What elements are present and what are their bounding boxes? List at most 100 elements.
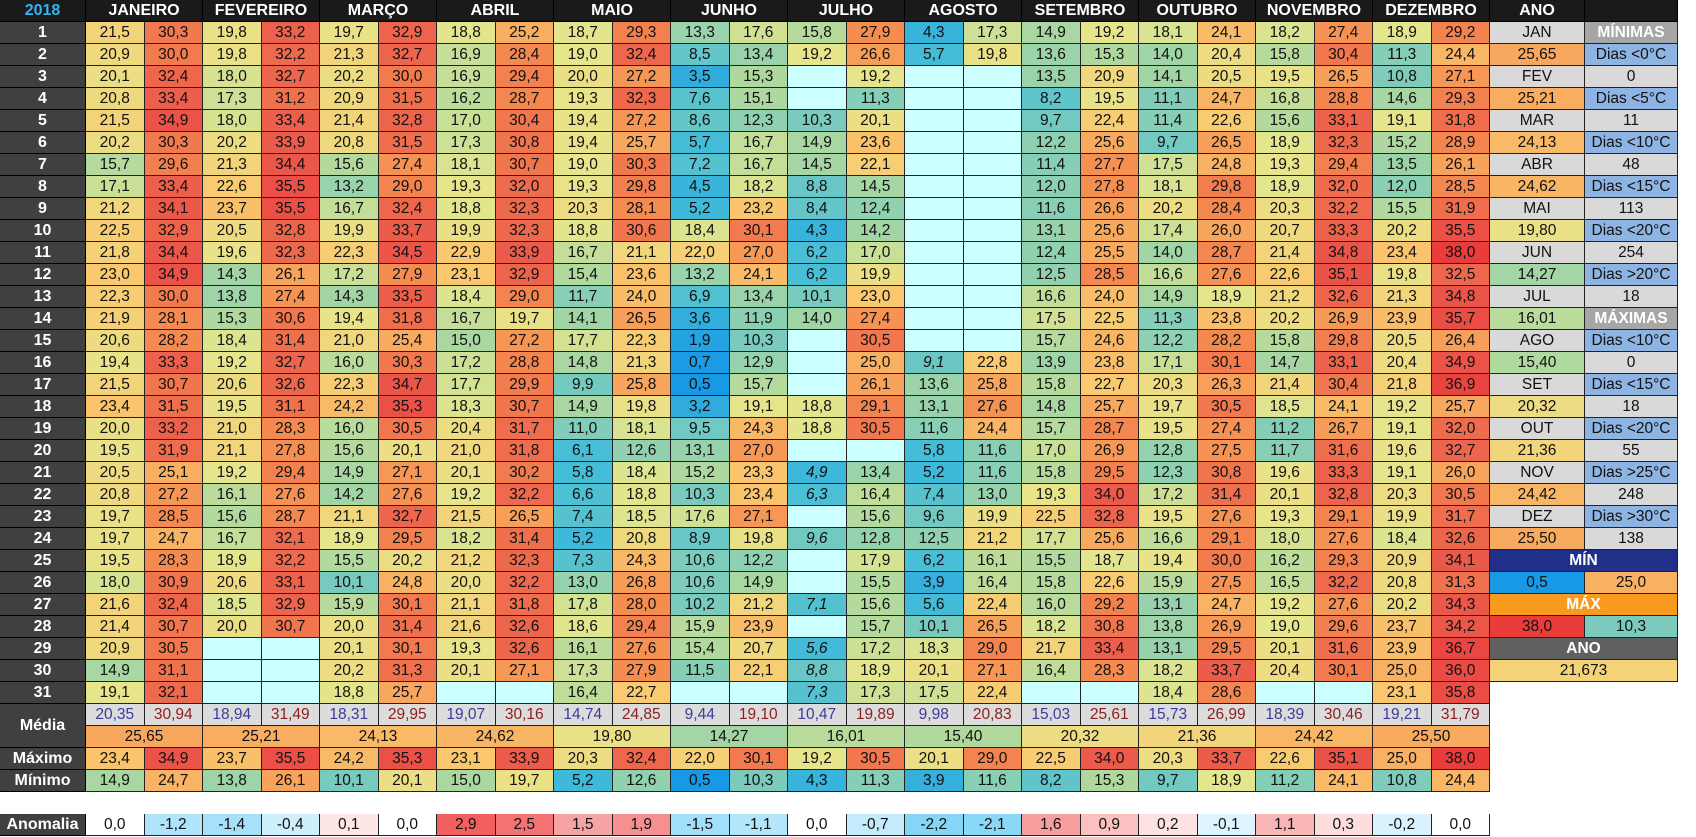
temp-cell[interactable]: 15,8: [1256, 44, 1315, 66]
temp-cell[interactable]: 25,6: [1080, 220, 1139, 242]
temp-cell[interactable]: 9,9: [554, 374, 613, 396]
temp-cell[interactable]: 26,3: [1197, 374, 1256, 396]
minimo-cell[interactable]: 15,0: [437, 770, 496, 792]
temp-cell[interactable]: 14,3: [203, 264, 262, 286]
ano-stat-cell[interactable]: Dias <20°C: [1585, 418, 1678, 440]
temp-cell[interactable]: 19,3: [437, 176, 496, 198]
temp-cell[interactable]: [788, 88, 847, 110]
temp-cell[interactable]: 9,1: [905, 352, 964, 374]
temp-cell[interactable]: 32,1: [261, 528, 320, 550]
temp-cell[interactable]: 24,1: [1314, 396, 1373, 418]
temp-cell[interactable]: 12,0: [1022, 176, 1081, 198]
temp-cell[interactable]: 22,4: [1080, 110, 1139, 132]
temp-cell[interactable]: 30,4: [495, 110, 554, 132]
temp-cell[interactable]: 32,2: [495, 484, 554, 506]
temp-cell[interactable]: 19,4: [554, 110, 613, 132]
temp-cell[interactable]: 32,9: [495, 264, 554, 286]
temp-cell[interactable]: 32,4: [144, 66, 203, 88]
temp-cell[interactable]: 0,7: [671, 352, 730, 374]
temp-cell[interactable]: 20,3: [554, 198, 613, 220]
day-label[interactable]: 16: [0, 352, 86, 374]
minimo-cell[interactable]: 19,7: [495, 770, 554, 792]
temp-cell[interactable]: 30,8: [495, 132, 554, 154]
temp-cell[interactable]: [905, 330, 964, 352]
temp-cell[interactable]: 34,2: [1431, 616, 1490, 638]
media-min-cell[interactable]: 15,73: [1139, 704, 1198, 726]
temp-cell[interactable]: 15,3: [729, 66, 788, 88]
temp-cell[interactable]: 13,8: [1139, 616, 1198, 638]
temp-cell[interactable]: 25,7: [612, 132, 671, 154]
temp-cell[interactable]: 6,2: [788, 264, 847, 286]
temp-cell[interactable]: [788, 352, 847, 374]
temp-cell[interactable]: 31,8: [495, 440, 554, 462]
media-total-cell[interactable]: 25,21: [203, 726, 320, 748]
maximo-cell[interactable]: 38,0: [1431, 748, 1490, 770]
temp-cell[interactable]: 18,8: [437, 22, 496, 44]
temp-cell[interactable]: 21,2: [86, 198, 145, 220]
ano-month-cell[interactable]: JUN: [1490, 242, 1585, 264]
temp-cell[interactable]: 8,8: [788, 660, 847, 682]
anomalia-cell[interactable]: -0,1: [1197, 814, 1256, 836]
temp-cell[interactable]: 24,7: [1197, 594, 1256, 616]
media-max-cell[interactable]: 30,94: [144, 704, 203, 726]
temp-cell[interactable]: 16,0: [320, 418, 379, 440]
temp-cell[interactable]: 15,2: [1373, 132, 1432, 154]
ano-stat-cell[interactable]: Dias <15°C: [1585, 374, 1678, 396]
temp-cell[interactable]: 19,7: [320, 22, 379, 44]
temp-cell[interactable]: 19,2: [437, 484, 496, 506]
temp-cell[interactable]: 19,5: [1139, 418, 1198, 440]
temp-cell[interactable]: 20,2: [320, 66, 379, 88]
temp-cell[interactable]: 13,5: [1373, 154, 1432, 176]
temp-cell[interactable]: [1314, 682, 1373, 704]
temp-cell[interactable]: 31,5: [378, 88, 437, 110]
maximo-cell[interactable]: 24,2: [320, 748, 379, 770]
temp-cell[interactable]: 19,3: [554, 88, 613, 110]
ano-stat-cell[interactable]: 55: [1585, 440, 1678, 462]
temp-cell[interactable]: 27,8: [1080, 176, 1139, 198]
temp-cell[interactable]: 15,7: [729, 374, 788, 396]
temp-cell[interactable]: 18,1: [1139, 22, 1198, 44]
media-total-cell[interactable]: 24,42: [1256, 726, 1373, 748]
ano-stat-cell[interactable]: Dias >30°C: [1585, 506, 1678, 528]
minimo-cell[interactable]: 9,7: [1139, 770, 1198, 792]
temp-cell[interactable]: 7,1: [788, 594, 847, 616]
temp-cell[interactable]: 10,3: [788, 110, 847, 132]
temp-cell[interactable]: 19,2: [846, 66, 905, 88]
temp-cell[interactable]: 33,9: [495, 242, 554, 264]
temp-cell[interactable]: 6,2: [788, 242, 847, 264]
media-min-cell[interactable]: 9,98: [905, 704, 964, 726]
temp-cell[interactable]: 25,6: [1080, 528, 1139, 550]
temp-cell[interactable]: 24,7: [144, 528, 203, 550]
temp-cell[interactable]: [963, 154, 1022, 176]
temp-cell[interactable]: 17,5: [1139, 154, 1198, 176]
maximo-cell[interactable]: 34,9: [144, 748, 203, 770]
day-label[interactable]: 6: [0, 132, 86, 154]
temp-cell[interactable]: 17,7: [554, 330, 613, 352]
temp-cell[interactable]: 13,4: [846, 462, 905, 484]
temp-cell[interactable]: 23,4: [729, 484, 788, 506]
anomalia-cell[interactable]: 1,5: [554, 814, 613, 836]
day-label[interactable]: 27: [0, 594, 86, 616]
temp-cell[interactable]: 22,1: [846, 154, 905, 176]
temp-cell[interactable]: 17,7: [1022, 528, 1081, 550]
anomalia-cell[interactable]: -0,2: [1373, 814, 1432, 836]
temp-cell[interactable]: 15,7: [846, 616, 905, 638]
year-label[interactable]: 2018: [0, 0, 86, 22]
temp-cell[interactable]: 31,9: [144, 440, 203, 462]
temp-cell[interactable]: 20,8: [86, 88, 145, 110]
media-total-cell[interactable]: 14,27: [671, 726, 788, 748]
temp-cell[interactable]: 29,3: [612, 22, 671, 44]
temp-cell[interactable]: 31,9: [1431, 198, 1490, 220]
ano-month-cell[interactable]: 24,13: [1490, 132, 1585, 154]
temp-cell[interactable]: 20,1: [320, 638, 379, 660]
ano-month-cell[interactable]: MAI: [1490, 198, 1585, 220]
temp-cell[interactable]: 27,4: [261, 286, 320, 308]
temp-cell[interactable]: 26,9: [1080, 440, 1139, 462]
temp-cell[interactable]: 0,5: [671, 374, 730, 396]
ano-month-cell[interactable]: 16,01: [1490, 308, 1585, 330]
maximo-cell[interactable]: 22,5: [1022, 748, 1081, 770]
day-label[interactable]: 4: [0, 88, 86, 110]
temp-cell[interactable]: 30,8: [1197, 462, 1256, 484]
media-min-cell[interactable]: 10,47: [788, 704, 847, 726]
day-label[interactable]: 8: [0, 176, 86, 198]
